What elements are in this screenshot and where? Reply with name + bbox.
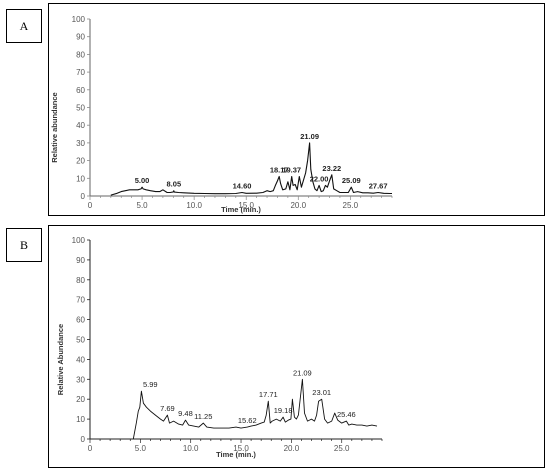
x-tick-label: 10.0: [183, 444, 199, 453]
y-tick-label: 40: [76, 121, 85, 130]
chromatogram-panel-a: [48, 3, 545, 216]
x-tick-label: 20.0: [290, 201, 306, 210]
y-tick-label: 10: [76, 415, 85, 424]
peak-label: 17.71: [259, 390, 278, 399]
peak-label: 19.18: [274, 406, 293, 415]
panel-label-a: A: [6, 9, 42, 43]
x-axis-title: Time (min.): [216, 450, 256, 459]
chromatogram-panel-b: [48, 225, 545, 468]
y-tick-label: 100: [72, 236, 86, 245]
peak-label: 21.09: [300, 132, 319, 141]
y-tick-label: 90: [76, 33, 85, 42]
y-tick-label: 80: [76, 50, 85, 59]
y-tick-label: 10: [76, 174, 85, 183]
peak-label: 25.46: [337, 410, 356, 419]
peak-label: 8.05: [167, 180, 182, 189]
peak-label: 11.25: [194, 412, 212, 421]
peak-label: 5.00: [135, 176, 150, 185]
y-tick-label: 20: [76, 157, 85, 166]
x-tick-label: 15.0: [233, 444, 249, 453]
panel-label-b: B: [6, 228, 42, 262]
x-tick-label: 20.0: [284, 444, 300, 453]
y-tick-label: 0: [81, 192, 86, 201]
x-tick-label: 10.0: [186, 201, 202, 210]
y-tick-label: 80: [76, 276, 85, 285]
peak-label: 22.00: [310, 174, 329, 183]
x-tick-label: 5.0: [135, 444, 147, 453]
peak-label: 23.22: [322, 164, 341, 173]
y-tick-label: 70: [76, 296, 85, 305]
x-tick-label: 0: [88, 201, 93, 210]
series-line: [110, 142, 392, 196]
peak-label: 9.48: [178, 409, 193, 418]
y-tick-label: 20: [76, 395, 85, 404]
y-tick-label: 0: [81, 435, 86, 444]
y-tick-label: 30: [76, 139, 85, 148]
x-tick-label: 15.0: [238, 201, 254, 210]
peak-label: 5.99: [143, 380, 158, 389]
peak-label: 14.60: [233, 181, 252, 190]
x-tick-label: 25.0: [343, 201, 359, 210]
y-axis-title: Relative abundance: [50, 92, 59, 162]
peak-label: 21.09: [293, 368, 312, 377]
chart-a: 0 10 20 30 40 50 60 70 80 90 100 0 5.0 10.0 15.0 20.0 25…: [50, 15, 393, 214]
y-tick-label: 50: [76, 336, 85, 345]
chart-b: 0 10 20 30 40 50 60 70 80 90 100 0 5.0 10.0 15.0 20.0 25…: [56, 236, 383, 459]
y-tick-label: 70: [76, 68, 85, 77]
peak-label: 18.17: [270, 166, 289, 175]
peak-label: 23.01: [312, 388, 331, 397]
y-tick-label: 50: [76, 104, 85, 113]
x-tick-label: 5.0: [137, 201, 149, 210]
peak-label: 7.69: [160, 404, 175, 413]
peak-label: 15.62: [238, 416, 257, 425]
y-tick-label: 60: [76, 86, 85, 95]
x-axis-title: Time (min.): [221, 205, 261, 214]
x-tick-label: 0: [88, 444, 93, 453]
series-line: [132, 378, 378, 440]
peak-label: 25.09: [342, 176, 361, 185]
y-tick-label: 60: [76, 316, 85, 325]
peak-label: 19.37: [282, 166, 301, 175]
y-tick-label: 100: [72, 15, 86, 24]
y-tick-label: 30: [76, 375, 85, 384]
y-tick-label: 90: [76, 256, 85, 265]
peak-label: 27.67: [369, 181, 388, 190]
y-tick-label: 40: [76, 355, 85, 364]
y-axis-title: Relative Abundance: [56, 324, 65, 395]
x-tick-label: 25.0: [334, 444, 350, 453]
